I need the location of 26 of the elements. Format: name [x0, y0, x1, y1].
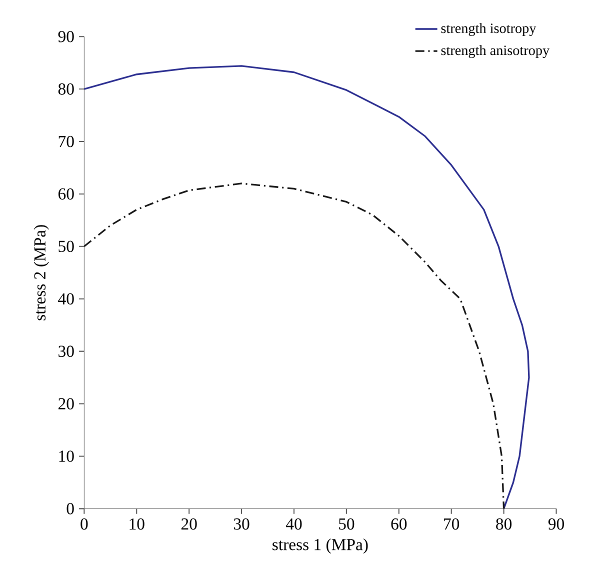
- x-tick-label: 90: [548, 518, 564, 530]
- legend-label: strength isotropy: [441, 22, 536, 36]
- y-tick-label: 30: [58, 345, 74, 357]
- x-tick-label: 10: [130, 518, 144, 530]
- y-tick-label: 50: [58, 240, 74, 252]
- x-tick-label: 60: [391, 518, 407, 530]
- x-tick-label: 40: [286, 518, 302, 530]
- y-tick-label: 0: [66, 502, 74, 514]
- y-tick-label: 80: [58, 83, 74, 94]
- line-series: [84, 64, 530, 508]
- y-tick-label: 40: [58, 293, 74, 304]
- y-axis-title: stress 2 (MPa): [34, 224, 49, 320]
- x-tick-label: 20: [181, 518, 197, 530]
- y-tick-label: 70: [58, 136, 74, 147]
- x-tick-label: 80: [496, 518, 512, 530]
- y-tick-label: 10: [59, 450, 74, 462]
- y-tick-label: 60: [58, 188, 74, 200]
- x-axis-title: stress 1 (MPa): [272, 538, 368, 554]
- x-tick-label: 50: [339, 518, 354, 530]
- y-tick-label: 90: [58, 30, 74, 42]
- y-tick-label: 20: [58, 398, 74, 410]
- x-tick-label: 70: [444, 518, 460, 530]
- x-tick-label: 30: [234, 518, 250, 530]
- legend-label: strength anisotropy: [441, 44, 550, 58]
- line-series: [84, 182, 505, 508]
- x-tick-label: 0: [80, 518, 88, 530]
